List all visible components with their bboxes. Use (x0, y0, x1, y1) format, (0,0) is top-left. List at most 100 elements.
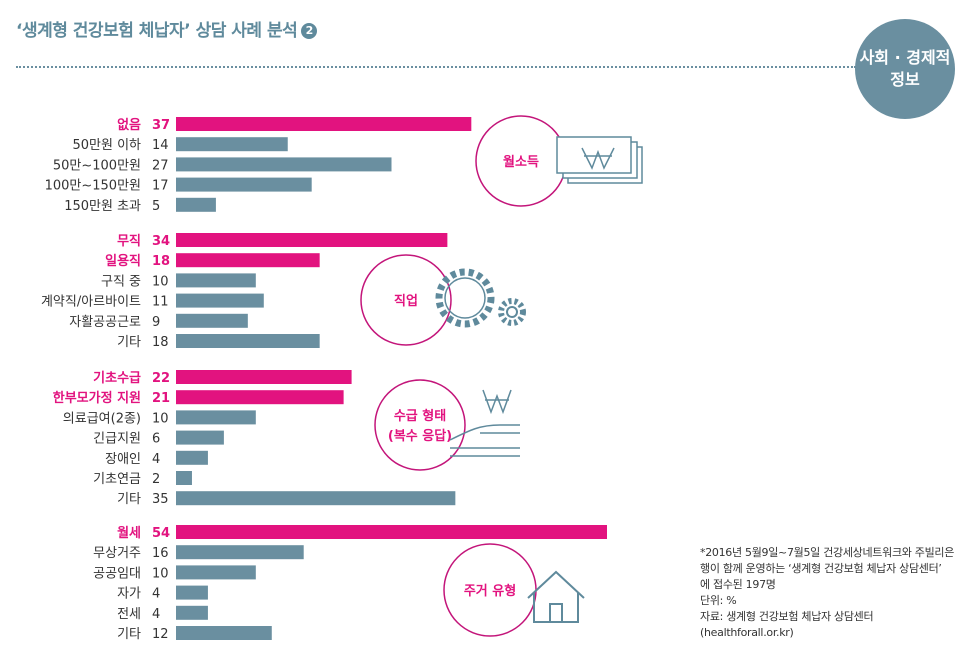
note-source: 자료: 생계형 건강보험 체납자 상담센터 (700, 610, 874, 623)
value-label: 4 (152, 587, 160, 602)
category-label: 150만원 초과 (64, 199, 141, 214)
category-label: 한부모가정 지원 (53, 390, 141, 406)
group-label: 월소득 (503, 154, 539, 170)
value-label: 5 (152, 199, 160, 214)
category-label: 공공임대 (93, 566, 141, 581)
bar (176, 430, 224, 445)
category-label: 기초수급 (93, 371, 141, 386)
group-label: 직업 (394, 293, 418, 309)
category-label: 기타 (117, 335, 141, 350)
category-label: 기초연금 (93, 472, 141, 487)
value-label: 22 (152, 371, 170, 386)
group-label: 주거 유형 (464, 583, 516, 599)
value-label: 21 (152, 391, 170, 406)
value-label: 37 (152, 118, 170, 133)
value-label: 54 (152, 526, 170, 541)
category-label: 50만원 이하 (72, 138, 141, 153)
title-number-badge: 2 (301, 23, 318, 39)
footnote: *2016년 5월9일~7월5일 건강세상네트워크와 주빌리은 행이 함께 운영… (700, 545, 954, 641)
group-circle (360, 254, 452, 346)
note-line: 행이 함께 운영하는 ‘생계형 건강보험 체납자 상담센터’ (700, 562, 942, 575)
hand-icon (449, 424, 520, 457)
gear-icon (498, 298, 526, 326)
bar (176, 565, 256, 580)
bar (176, 293, 264, 308)
note-line: *2016년 5월9일~7월5일 건강세상네트워크와 주빌리은 (700, 546, 955, 559)
bar (176, 313, 248, 328)
dotted-divider (16, 66, 856, 68)
category-label: 구직 중 (101, 274, 141, 289)
category-label: 100만~150만원 (45, 179, 141, 194)
page-title: ‘생계형 건강보험 체납자’ 상담 사례 분석 2 (16, 16, 318, 41)
category-label: 장애인 (105, 452, 141, 467)
value-label: 35 (152, 492, 169, 507)
bar (176, 525, 607, 539)
category-label: 자활공공근로 (69, 315, 141, 330)
bar (176, 137, 288, 152)
value-label: 27 (152, 158, 169, 173)
value-label: 18 (152, 254, 170, 269)
category-label: 무직 (117, 233, 141, 249)
bar (176, 390, 344, 405)
bar (176, 117, 472, 131)
gear-icon (435, 268, 495, 328)
value-label: 2 (152, 472, 160, 487)
category-label: 50만~100만원 (53, 158, 141, 173)
badge-line2: 정보 (890, 70, 920, 89)
bar (176, 233, 448, 247)
bar (176, 370, 352, 384)
bar (176, 471, 192, 485)
value-label: 14 (152, 138, 169, 153)
bar (176, 157, 392, 172)
category-label: 무상거주 (93, 546, 141, 561)
house-icon (527, 570, 585, 623)
bar (176, 410, 256, 425)
bar (176, 545, 304, 560)
bar (176, 626, 272, 640)
value-label: 34 (152, 234, 170, 249)
category-label: 의료급여(2종) (63, 411, 141, 426)
title-text: ‘생계형 건강보험 체납자’ 상담 사례 분석 (16, 21, 298, 41)
bar (176, 585, 208, 600)
won-icon (482, 389, 512, 415)
category-label: 자가 (117, 587, 141, 602)
note-line: 에 접수된 197명 (700, 578, 776, 591)
gear-icon (444, 277, 486, 319)
category-label: 없음 (117, 117, 141, 133)
value-label: 6 (152, 432, 160, 447)
value-label: 10 (152, 411, 169, 426)
group-label: (복수 응답) (388, 429, 452, 444)
category-label: 기타 (117, 492, 141, 507)
bar (176, 450, 208, 465)
bar (176, 605, 208, 620)
value-label: 12 (152, 627, 169, 642)
category-label: 기타 (117, 627, 141, 642)
bar (176, 491, 456, 506)
note-unit: 단위: % (700, 594, 737, 607)
bar (176, 334, 320, 348)
bar (176, 253, 320, 268)
value-label: 16 (152, 546, 169, 561)
badge-line1: 사회 · 경제적 (859, 48, 951, 67)
category-label: 전세 (117, 607, 141, 622)
value-label: 18 (152, 335, 169, 350)
group-circle (374, 379, 466, 471)
value-label: 9 (152, 315, 160, 330)
bar (176, 197, 216, 212)
category-label: 계약직/아르바이트 (41, 295, 141, 310)
money-icon (556, 136, 632, 174)
value-label: 17 (152, 179, 169, 194)
value-label: 4 (152, 607, 160, 622)
value-label: 10 (152, 274, 169, 289)
bar (176, 273, 256, 288)
category-label: 일용직 (105, 253, 141, 269)
value-label: 4 (152, 452, 160, 467)
value-label: 11 (152, 295, 169, 310)
value-label: 10 (152, 566, 169, 581)
bar (176, 177, 312, 192)
category-label: 월세 (117, 525, 141, 541)
won-icon (581, 147, 615, 170)
note-url: (healthforall.or.kr) (700, 626, 794, 639)
